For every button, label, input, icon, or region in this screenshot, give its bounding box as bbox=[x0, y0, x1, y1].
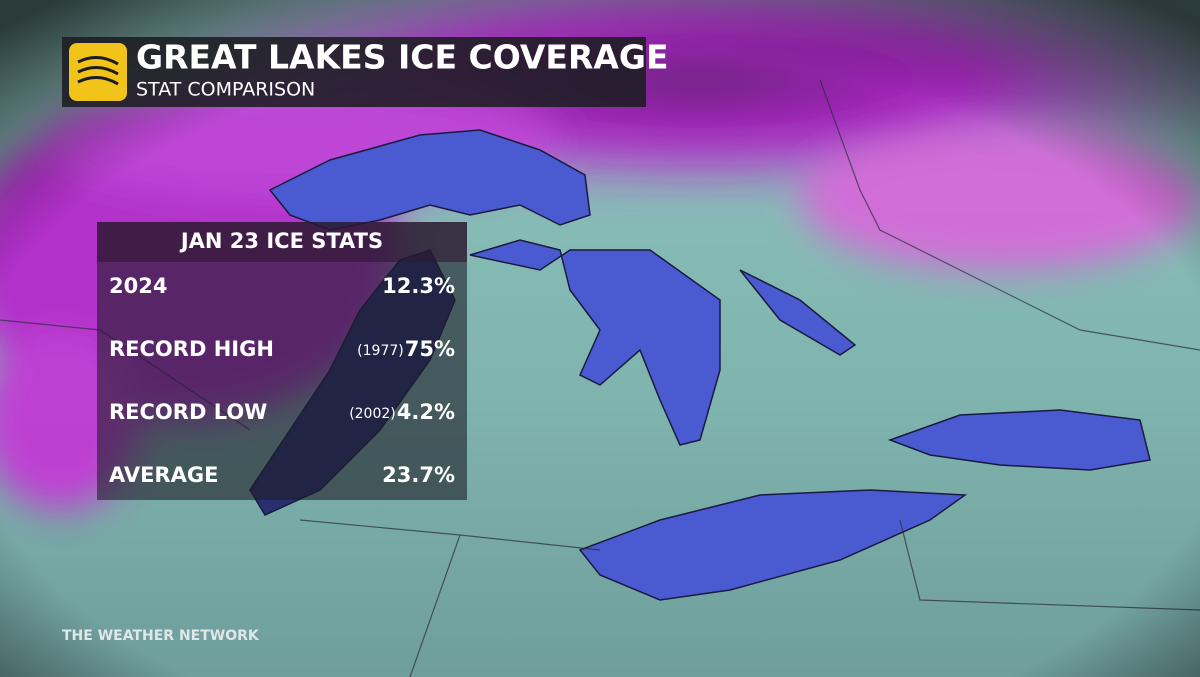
row-value: 12.3% bbox=[382, 274, 455, 298]
title: GREAT LAKES ICE COVERAGE bbox=[136, 38, 669, 77]
row-label: 2024 bbox=[109, 274, 167, 298]
header-box bbox=[62, 37, 646, 107]
table-header-bg bbox=[97, 222, 467, 262]
row-label: AVERAGE bbox=[109, 463, 218, 487]
stats-table: JAN 23 ICE STATS 2024 12.3% RECORD HIGH 75%… bbox=[97, 222, 467, 500]
row-value: 4.2% bbox=[397, 400, 455, 424]
row-label: RECORD LOW bbox=[109, 400, 267, 424]
row-value: 75% bbox=[405, 337, 455, 361]
row-label: RECORD HIGH bbox=[109, 337, 274, 361]
row-year: (1977) bbox=[357, 343, 404, 359]
logo-mark bbox=[77, 56, 119, 86]
row-value: 23.7% bbox=[382, 463, 455, 487]
subtitle: STAT COMPARISON bbox=[136, 79, 315, 101]
logo bbox=[69, 43, 127, 101]
header: GREAT LAKES ICE COVERAGE STAT COMPARISON bbox=[62, 37, 669, 107]
table-title: JAN 23 ICE STATS bbox=[179, 229, 383, 253]
footer: THE WEATHER NETWORK bbox=[62, 628, 260, 644]
table-body-bg bbox=[97, 262, 467, 500]
row-year: (2002) bbox=[349, 406, 396, 422]
